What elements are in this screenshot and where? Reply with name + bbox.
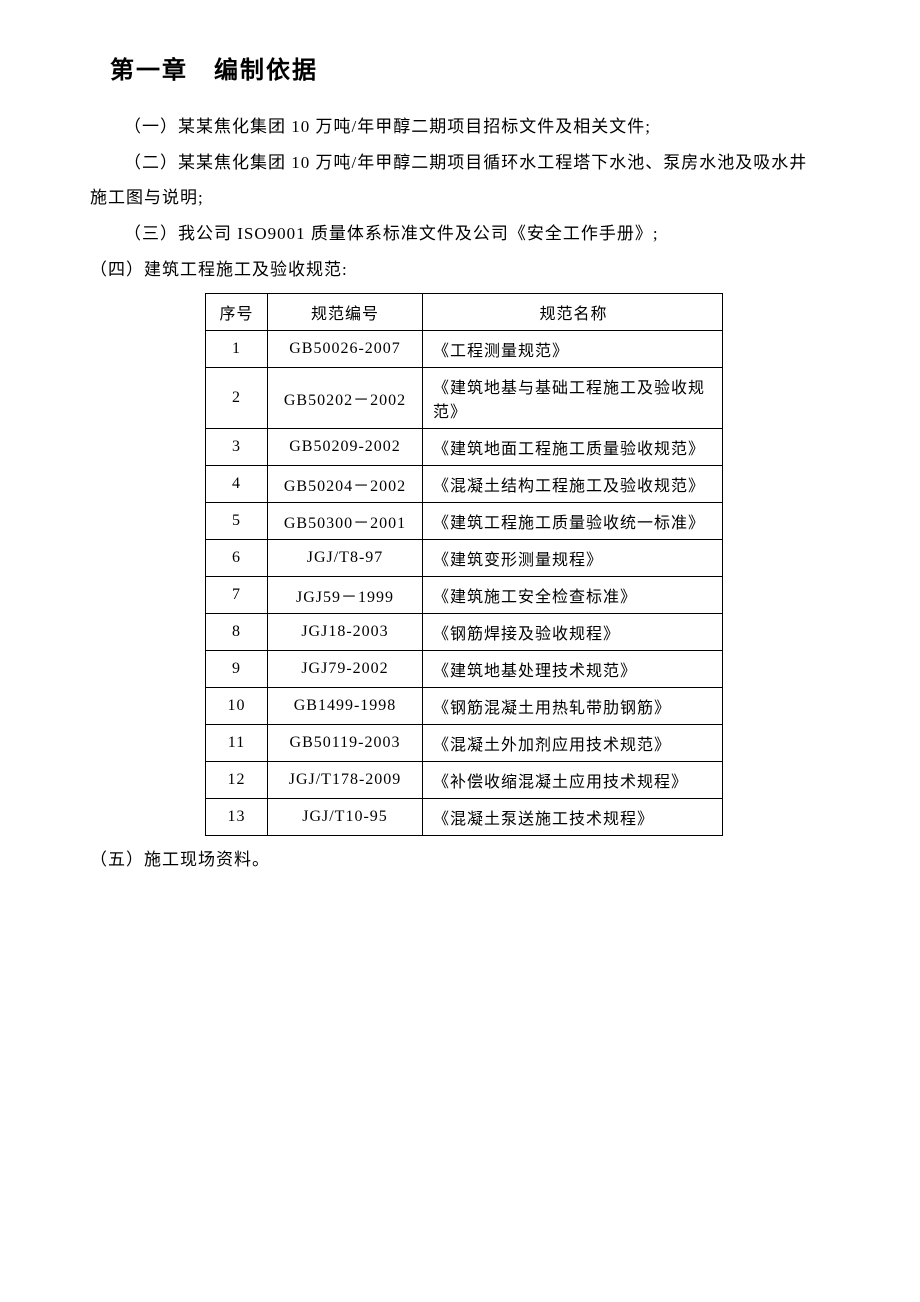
cell-seq: 13 (206, 799, 268, 836)
cell-name: 《钢筋焊接及验收规程》 (423, 614, 723, 651)
table-body: 1 GB50026-2007 《工程测量规范》 2 GB50202－2002 《… (206, 331, 723, 836)
cell-name: 《建筑地基与基础工程施工及验收规范》 (423, 368, 723, 429)
cell-code: GB1499-1998 (268, 688, 423, 725)
col-header-code: 规范编号 (268, 294, 423, 331)
cell-seq: 12 (206, 762, 268, 799)
paragraph-2: （二）某某焦化集团 10 万吨/年甲醇二期项目循环水工程塔下水池、泵房水池及吸水… (90, 145, 830, 181)
chapter-title: 第一章 编制依据 (110, 50, 830, 85)
cell-seq: 10 (206, 688, 268, 725)
cell-seq: 4 (206, 466, 268, 503)
table-row: 9 JGJ79-2002 《建筑地基处理技术规范》 (206, 651, 723, 688)
standards-table-wrapper: 序号 规范编号 规范名称 1 GB50026-2007 《工程测量规范》 2 G… (205, 293, 830, 836)
table-row: 2 GB50202－2002 《建筑地基与基础工程施工及验收规范》 (206, 368, 723, 429)
cell-name: 《建筑施工安全检查标准》 (423, 577, 723, 614)
table-row: 7 JGJ59－1999 《建筑施工安全检查标准》 (206, 577, 723, 614)
cell-code: GB50204－2002 (268, 466, 423, 503)
cell-name: 《补偿收缩混凝土应用技术规程》 (423, 762, 723, 799)
cell-code: GB50119-2003 (268, 725, 423, 762)
paragraph-5: （五）施工现场资料。 (90, 842, 830, 878)
paragraph-3: （三）我公司 ISO9001 质量体系标准文件及公司《安全工作手册》; (90, 216, 830, 252)
cell-name: 《工程测量规范》 (423, 331, 723, 368)
cell-name: 《混凝土结构工程施工及验收规范》 (423, 466, 723, 503)
table-row: 13 JGJ/T10-95 《混凝土泵送施工技术规程》 (206, 799, 723, 836)
table-row: 11 GB50119-2003 《混凝土外加剂应用技术规范》 (206, 725, 723, 762)
cell-name: 《建筑变形测量规程》 (423, 540, 723, 577)
cell-code: GB50202－2002 (268, 368, 423, 429)
col-header-name: 规范名称 (423, 294, 723, 331)
cell-name: 《混凝土外加剂应用技术规范》 (423, 725, 723, 762)
table-row: 3 GB50209-2002 《建筑地面工程施工质量验收规范》 (206, 429, 723, 466)
cell-seq: 8 (206, 614, 268, 651)
paragraph-4: （四）建筑工程施工及验收规范: (90, 252, 830, 288)
col-header-seq: 序号 (206, 294, 268, 331)
cell-seq: 3 (206, 429, 268, 466)
table-row: 1 GB50026-2007 《工程测量规范》 (206, 331, 723, 368)
cell-seq: 11 (206, 725, 268, 762)
cell-seq: 1 (206, 331, 268, 368)
cell-name: 《建筑工程施工质量验收统一标准》 (423, 503, 723, 540)
paragraph-1: （一）某某焦化集团 10 万吨/年甲醇二期项目招标文件及相关文件; (90, 109, 830, 145)
cell-code: GB50026-2007 (268, 331, 423, 368)
cell-name: 《钢筋混凝土用热轧带肋钢筋》 (423, 688, 723, 725)
paragraph-2-continuation: 施工图与说明; (90, 180, 830, 216)
table-row: 5 GB50300－2001 《建筑工程施工质量验收统一标准》 (206, 503, 723, 540)
cell-code: JGJ/T178-2009 (268, 762, 423, 799)
cell-code: JGJ59－1999 (268, 577, 423, 614)
table-header-row: 序号 规范编号 规范名称 (206, 294, 723, 331)
table-row: 6 JGJ/T8-97 《建筑变形测量规程》 (206, 540, 723, 577)
cell-code: JGJ/T8-97 (268, 540, 423, 577)
cell-seq: 9 (206, 651, 268, 688)
cell-code: GB50300－2001 (268, 503, 423, 540)
standards-table: 序号 规范编号 规范名称 1 GB50026-2007 《工程测量规范》 2 G… (205, 293, 723, 836)
table-row: 4 GB50204－2002 《混凝土结构工程施工及验收规范》 (206, 466, 723, 503)
cell-seq: 5 (206, 503, 268, 540)
cell-name: 《建筑地基处理技术规范》 (423, 651, 723, 688)
table-row: 10 GB1499-1998 《钢筋混凝土用热轧带肋钢筋》 (206, 688, 723, 725)
cell-code: JGJ79-2002 (268, 651, 423, 688)
cell-code: JGJ/T10-95 (268, 799, 423, 836)
cell-name: 《混凝土泵送施工技术规程》 (423, 799, 723, 836)
cell-seq: 6 (206, 540, 268, 577)
cell-code: JGJ18-2003 (268, 614, 423, 651)
cell-name: 《建筑地面工程施工质量验收规范》 (423, 429, 723, 466)
table-row: 8 JGJ18-2003 《钢筋焊接及验收规程》 (206, 614, 723, 651)
cell-seq: 2 (206, 368, 268, 429)
cell-seq: 7 (206, 577, 268, 614)
table-row: 12 JGJ/T178-2009 《补偿收缩混凝土应用技术规程》 (206, 762, 723, 799)
cell-code: GB50209-2002 (268, 429, 423, 466)
